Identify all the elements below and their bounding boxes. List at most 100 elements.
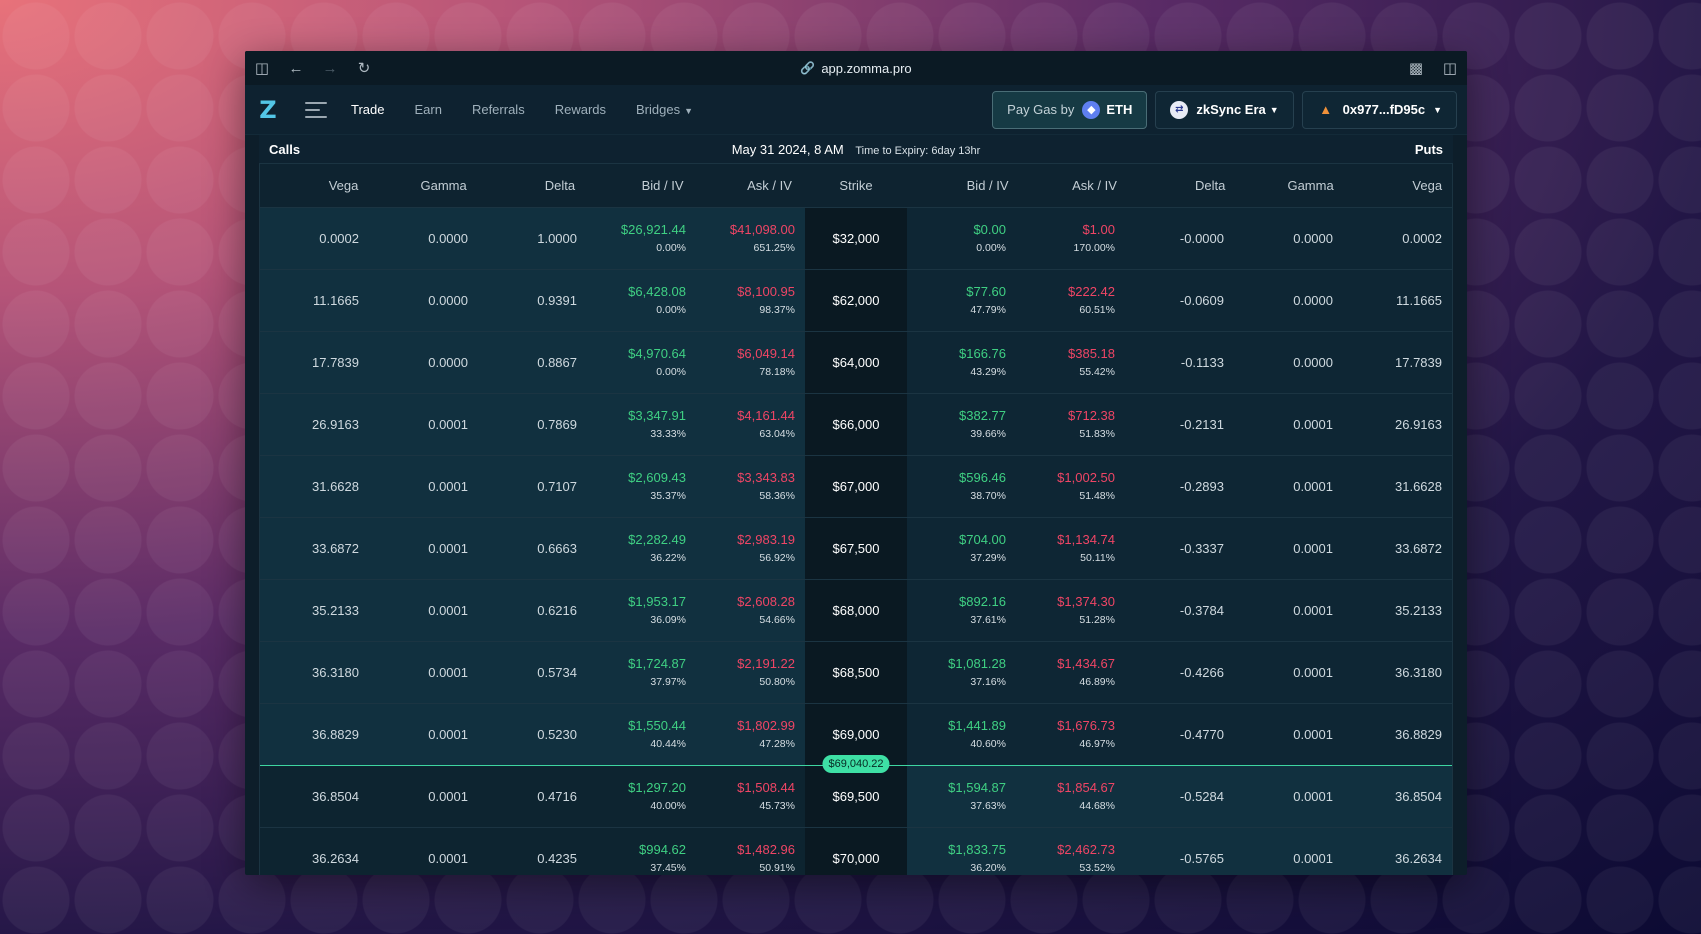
split-view-icon[interactable]: ◫ <box>1442 60 1458 77</box>
call-ask[interactable]: $6,049.14 78.18% <box>696 346 805 378</box>
put-delta: -0.3784 <box>1179 603 1224 618</box>
reload-icon[interactable]: ↻ <box>357 60 371 77</box>
put-ask[interactable]: $385.18 55.42% <box>1016 346 1125 378</box>
put-vega: 0.0002 <box>1402 231 1442 246</box>
put-ask[interactable]: $1,374.30 51.28% <box>1016 594 1125 626</box>
call-ask[interactable]: $1,802.99 47.28% <box>696 718 805 750</box>
call-ask-iv: 651.25% <box>753 241 795 254</box>
put-ask[interactable]: $712.38 51.83% <box>1016 408 1125 440</box>
call-ask-iv: 98.37% <box>759 303 795 316</box>
put-bid[interactable]: $596.46 38.70% <box>907 470 1016 502</box>
call-ask[interactable]: $8,100.95 98.37% <box>696 284 805 316</box>
call-vega: 26.9163 <box>312 417 359 432</box>
call-gamma: 0.0001 <box>428 665 468 680</box>
put-bid[interactable]: $892.16 37.61% <box>907 594 1016 626</box>
put-bid-price: $1,081.28 <box>948 656 1006 672</box>
put-ask[interactable]: $1,854.67 44.68% <box>1016 780 1125 812</box>
address-bar[interactable]: 🔗 app.zomma.pro <box>245 51 1467 85</box>
call-bid[interactable]: $994.62 37.45% <box>587 842 696 874</box>
option-row: 11.1665 0.0000 0.9391 $6,428.08 0.00% $8,100.… <box>260 270 1452 332</box>
put-delta: -0.2131 <box>1179 417 1224 432</box>
put-ask[interactable]: $1,434.67 46.89% <box>1016 656 1125 688</box>
call-delta: 0.8867 <box>537 355 577 370</box>
call-ask[interactable]: $41,098.00 651.25% <box>696 222 805 254</box>
call-bid[interactable]: $2,609.43 35.37% <box>587 470 696 502</box>
put-ask[interactable]: $1,676.73 46.97% <box>1016 718 1125 750</box>
call-bid-iv: 0.00% <box>656 303 686 316</box>
strike-price: $32,000 <box>805 208 907 269</box>
put-ask[interactable]: $2,462.73 53.52% <box>1016 842 1125 874</box>
put-bid[interactable]: $704.00 37.29% <box>907 532 1016 564</box>
call-gamma: 0.0001 <box>428 417 468 432</box>
call-bid-price: $6,428.08 <box>628 284 686 300</box>
put-bid[interactable]: $1,441.89 40.60% <box>907 718 1016 750</box>
put-bid-iv: 39.66% <box>970 427 1006 440</box>
put-bid[interactable]: $382.77 39.66% <box>907 408 1016 440</box>
put-delta: -0.0609 <box>1179 293 1224 308</box>
sidebar-icon[interactable]: ◫ <box>254 60 270 77</box>
put-bid[interactable]: $1,081.28 37.16% <box>907 656 1016 688</box>
pay-gas-button[interactable]: Pay Gas by ◆ ETH <box>992 90 1148 129</box>
call-bid[interactable]: $1,953.17 36.09% <box>587 594 696 626</box>
call-ask[interactable]: $1,508.44 45.73% <box>696 780 805 812</box>
put-ask[interactable]: $222.42 60.51% <box>1016 284 1125 316</box>
put-bid[interactable]: $1,833.75 36.20% <box>907 842 1016 874</box>
put-ask[interactable]: $1.00 170.00% <box>1016 222 1125 254</box>
put-ask-price: $712.38 <box>1068 408 1115 424</box>
put-bid[interactable]: $0.00 0.00% <box>907 222 1016 254</box>
call-vega: 36.2634 <box>312 851 359 866</box>
call-ask[interactable]: $1,482.96 50.91% <box>696 842 805 874</box>
put-bid-price: $1,594.87 <box>948 780 1006 796</box>
put-bid-iv: 37.16% <box>970 675 1006 688</box>
call-bid[interactable]: $26,921.44 0.00% <box>587 222 696 254</box>
call-bid[interactable]: $3,347.91 33.33% <box>587 408 696 440</box>
arrow-left-icon[interactable]: ← <box>288 59 304 77</box>
call-bid[interactable]: $4,970.64 0.00% <box>587 346 696 378</box>
nav-link-trade[interactable]: Trade <box>351 102 385 117</box>
option-chain-header: Calls May 31 2024, 8 AM Time to Expiry: … <box>259 135 1453 164</box>
call-ask[interactable]: $2,608.28 54.66% <box>696 594 805 626</box>
zomma-logo-icon[interactable]: Z <box>259 95 277 124</box>
put-ask-price: $1,002.50 <box>1057 470 1115 486</box>
network-selector[interactable]: ⇄ zkSync Era ▼ <box>1155 90 1294 129</box>
call-bid[interactable]: $1,297.20 40.00% <box>587 780 696 812</box>
put-ask-iv: 55.42% <box>1079 365 1115 378</box>
put-vega: 35.2133 <box>1395 603 1442 618</box>
call-bid[interactable]: $2,282.49 36.22% <box>587 532 696 564</box>
call-delta: 0.6216 <box>537 603 577 618</box>
put-bid[interactable]: $166.76 43.29% <box>907 346 1016 378</box>
put-bid-iv: 43.29% <box>970 365 1006 378</box>
call-ask[interactable]: $3,343.83 58.36% <box>696 470 805 502</box>
call-ask-price: $6,049.14 <box>737 346 795 362</box>
column-header: Gamma <box>420 178 467 193</box>
put-bid-price: $382.77 <box>959 408 1006 424</box>
wallet-button[interactable]: ▲ 0x977...fD95c ▼ <box>1301 90 1457 129</box>
option-row: 36.3180 0.0001 0.5734 $1,724.87 37.97% $2,191… <box>260 642 1452 704</box>
put-ask-price: $1,854.67 <box>1057 780 1115 796</box>
put-ask[interactable]: $1,002.50 51.48% <box>1016 470 1125 502</box>
put-bid-iv: 37.61% <box>970 613 1006 626</box>
hamburger-menu-icon[interactable] <box>305 101 327 118</box>
call-delta: 0.7107 <box>537 479 577 494</box>
call-bid[interactable]: $6,428.08 0.00% <box>587 284 696 316</box>
call-bid[interactable]: $1,550.44 40.44% <box>587 718 696 750</box>
nav-link-earn[interactable]: Earn <box>414 102 442 117</box>
call-bid-price: $2,282.49 <box>628 532 686 548</box>
call-ask[interactable]: $2,191.22 50.80% <box>696 656 805 688</box>
call-ask-price: $1,482.96 <box>737 842 795 858</box>
put-ask-price: $385.18 <box>1068 346 1115 362</box>
call-bid[interactable]: $1,724.87 37.97% <box>587 656 696 688</box>
put-bid[interactable]: $77.60 47.79% <box>907 284 1016 316</box>
nav-link-rewards[interactable]: Rewards <box>554 102 606 117</box>
call-ask[interactable]: $2,983.19 56.92% <box>696 532 805 564</box>
nav-link-bridges[interactable]: Bridges ▼ <box>636 102 693 117</box>
pay-gas-label: Pay Gas by <box>1007 102 1075 117</box>
put-delta: -0.2893 <box>1179 479 1224 494</box>
put-bid[interactable]: $1,594.87 37.63% <box>907 780 1016 812</box>
call-ask[interactable]: $4,161.44 63.04% <box>696 408 805 440</box>
nav-link-referrals[interactable]: Referrals <box>471 102 525 117</box>
put-ask[interactable]: $1,134.74 50.11% <box>1016 532 1125 564</box>
extension-icon[interactable]: ▩ <box>1408 60 1424 77</box>
arrow-right-icon[interactable]: → <box>322 59 338 77</box>
call-vega: 11.1665 <box>312 293 359 308</box>
